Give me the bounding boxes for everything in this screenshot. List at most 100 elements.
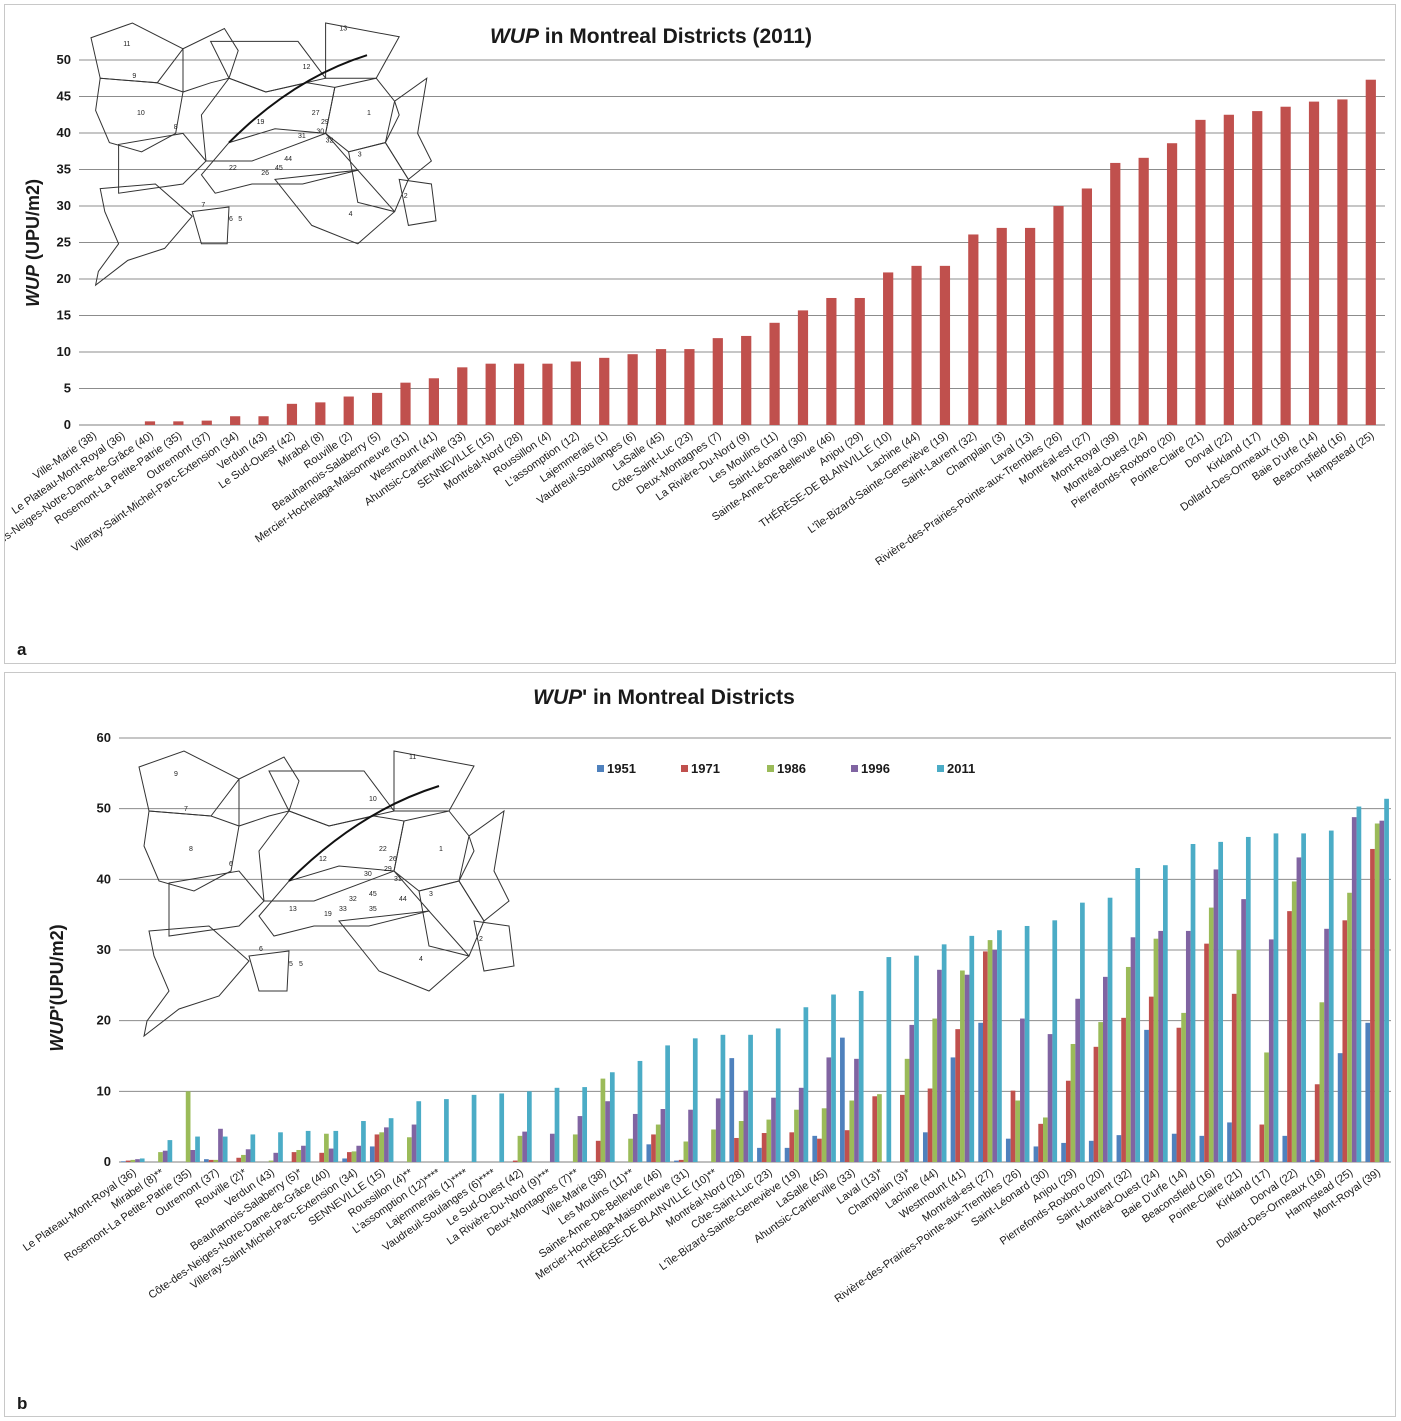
bar-2011 <box>1384 798 1389 1162</box>
map-district-number: 2 <box>404 193 408 200</box>
legend-swatch <box>851 765 858 772</box>
map-region <box>274 169 396 245</box>
bar-2011 <box>1218 841 1224 1162</box>
map-district-number: 31 <box>394 876 402 883</box>
map-region <box>94 183 193 287</box>
bar <box>968 234 979 425</box>
bar-1986 <box>1347 892 1352 1162</box>
bar-1971 <box>1121 1017 1126 1162</box>
bar-1996 <box>1047 1034 1053 1162</box>
y-tick-label: 30 <box>97 942 111 957</box>
bar-1971 <box>374 1134 380 1162</box>
bar <box>1081 188 1093 425</box>
bar <box>201 420 212 425</box>
bar-1951 <box>1310 1159 1315 1162</box>
y-tick-label: 25 <box>57 235 71 250</box>
map-district-number: 6 <box>229 861 233 868</box>
chart-panel-b: WUP' in Montreal Districts WUP'(UPU/m2) … <box>4 672 1396 1417</box>
bar-1986 <box>185 1091 191 1162</box>
bar-1971 <box>817 1138 822 1162</box>
bar-2011 <box>1107 897 1113 1162</box>
chart-panel-a: WUP in Montreal Districts (2011) WUP (UP… <box>0 4 1396 664</box>
bar <box>230 416 241 425</box>
map-region <box>90 22 184 84</box>
bar <box>1024 227 1036 425</box>
bar-1986 <box>1236 950 1242 1162</box>
map-district-number: 35 <box>369 906 377 913</box>
map-region <box>95 77 184 153</box>
map-district-number: 3 <box>358 151 362 158</box>
bar <box>797 310 809 425</box>
map-district-number: 19 <box>257 119 265 126</box>
bar <box>1195 119 1206 426</box>
bar-2011 <box>278 1132 283 1162</box>
bar-1996 <box>937 969 942 1162</box>
map-district-number: 22 <box>229 165 237 172</box>
bar <box>1280 106 1291 425</box>
bar-1996 <box>328 1148 334 1162</box>
bar-2011 <box>582 1087 588 1162</box>
bar-1996 <box>771 1097 776 1162</box>
map-district-number: 13 <box>339 25 347 32</box>
bar <box>173 421 184 425</box>
bar-1971 <box>1204 943 1209 1162</box>
bar-1951 <box>812 1135 818 1162</box>
bar <box>883 272 894 425</box>
map-region <box>200 128 359 194</box>
map-district-number: 4 <box>419 956 423 963</box>
river-line <box>288 785 440 882</box>
bar-1996 <box>826 1057 832 1162</box>
bar-1971 <box>927 1088 933 1162</box>
bar-1996 <box>605 1101 610 1162</box>
bar-1951 <box>121 1161 126 1162</box>
y-tick-label: 10 <box>97 1083 111 1098</box>
map-region <box>458 809 510 922</box>
bar <box>627 354 638 425</box>
y-tick-label: 15 <box>57 308 71 323</box>
bar-2011 <box>1328 830 1334 1162</box>
y-tick-label: 40 <box>57 125 71 140</box>
legend-swatch <box>597 765 604 772</box>
bar-2011 <box>914 955 919 1162</box>
bar-1996 <box>854 1058 859 1162</box>
map-region <box>325 77 396 153</box>
bar-1986 <box>628 1138 633 1162</box>
bar-2011 <box>803 1007 809 1162</box>
bar-1996 <box>356 1145 362 1162</box>
bar <box>1308 101 1320 426</box>
bar-2011 <box>609 1072 615 1162</box>
map-region <box>338 910 470 992</box>
bar <box>513 363 525 425</box>
bar-1951 <box>342 1158 347 1162</box>
bar-1951 <box>1282 1135 1288 1162</box>
bar <box>485 363 496 425</box>
bar-2011 <box>250 1134 256 1162</box>
bar-1996 <box>1241 899 1246 1162</box>
bar-2011 <box>195 1136 200 1162</box>
bar-2011 <box>527 1091 532 1162</box>
map-region <box>473 920 515 972</box>
bar-2011 <box>499 1093 505 1162</box>
bar-1951 <box>1199 1135 1205 1162</box>
bar-1996 <box>301 1145 306 1162</box>
map-district-number: 10 <box>137 110 145 117</box>
bar <box>996 227 1007 425</box>
bar-1971 <box>1065 1080 1071 1162</box>
bar-2011 <box>637 1060 643 1162</box>
bar <box>371 392 383 425</box>
bar-1986 <box>406 1137 412 1162</box>
bar-2011 <box>361 1121 366 1162</box>
bar-1996 <box>577 1116 583 1162</box>
bar-1971 <box>872 1096 878 1162</box>
chart-b-svg: WUP' in Montreal Districts WUP'(UPU/m2) … <box>17 686 1391 1413</box>
bar <box>939 265 951 425</box>
map-region <box>258 810 405 902</box>
bar-1986 <box>351 1151 357 1162</box>
bar-1996 <box>162 1150 168 1162</box>
bar-2011 <box>1301 833 1306 1162</box>
map-district-number: 5 <box>238 216 242 223</box>
bar-2011 <box>1024 925 1030 1162</box>
bar-1986 <box>766 1119 772 1162</box>
bar-1996 <box>1324 928 1329 1162</box>
bar-1986 <box>1291 881 1297 1162</box>
